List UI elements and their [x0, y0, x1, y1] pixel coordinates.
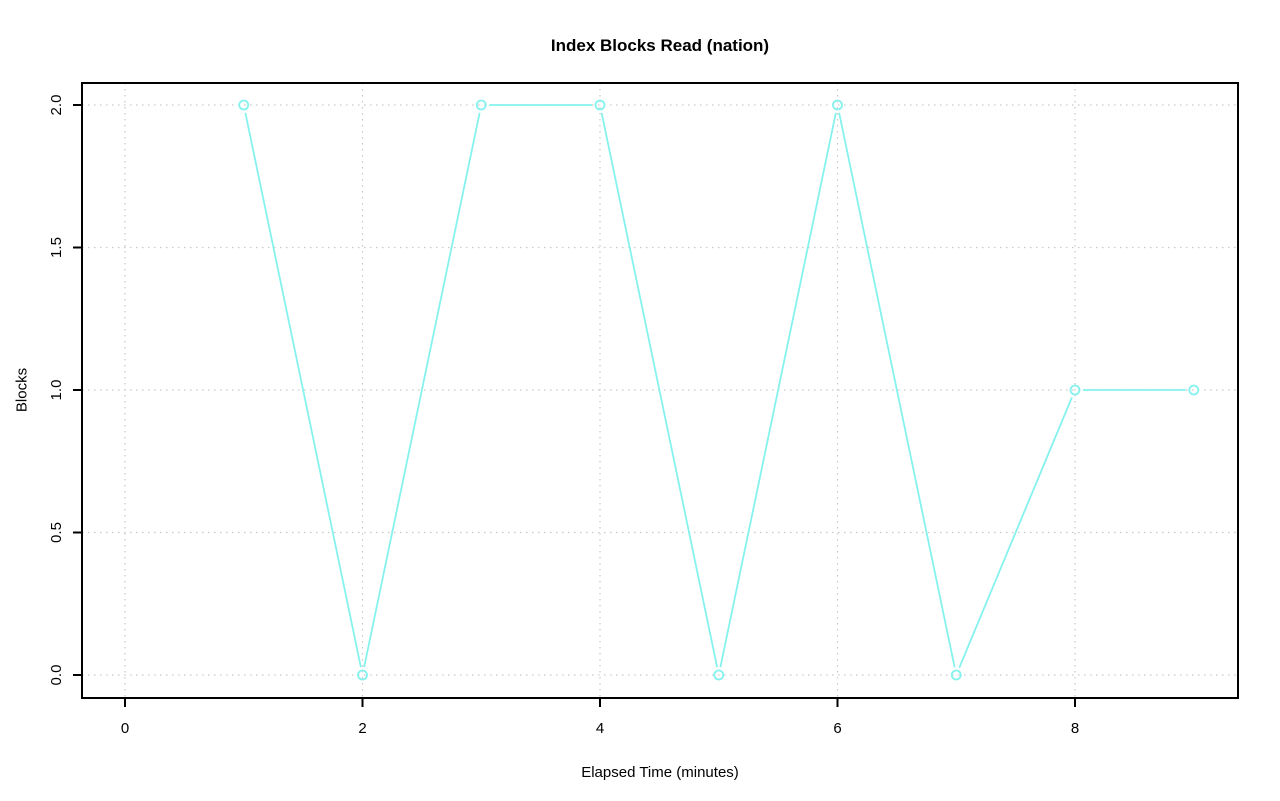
x-tick-label: 0 — [121, 720, 129, 737]
x-tick-label: 4 — [596, 720, 604, 737]
x-axis-label: Elapsed Time (minutes) — [581, 764, 739, 781]
series-segment — [244, 112, 362, 668]
gridlines — [82, 83, 1238, 698]
data-point — [238, 99, 250, 111]
data-point — [832, 99, 843, 111]
series-segment — [719, 112, 837, 668]
data-point — [1069, 384, 1081, 396]
data-point — [713, 669, 725, 681]
series-segment — [600, 112, 718, 668]
data-point — [1188, 384, 1200, 396]
x-tick-label: 2 — [358, 720, 366, 737]
data-point — [594, 99, 606, 111]
series-segment — [958, 397, 1073, 668]
y-tick-label: 2.0 — [48, 95, 65, 116]
data-point — [950, 669, 962, 681]
series-segment — [838, 112, 956, 668]
data-point — [357, 669, 368, 681]
y-axis-label: Blocks — [13, 367, 31, 413]
data-point — [475, 99, 487, 111]
series-segment — [363, 112, 481, 668]
series-nation — [238, 99, 1200, 681]
x-tick-label: 6 — [833, 720, 841, 737]
x-tick-label: 8 — [1071, 720, 1079, 737]
axis-ticks: 0 2 4 6 8 0.0 0.5 1.0 1.5 2.0 — [48, 95, 1079, 737]
y-tick-label: 1.5 — [48, 237, 65, 258]
chart-title: Index Blocks Read (nation) — [550, 36, 770, 55]
y-tick-label: 1.0 — [48, 380, 65, 401]
y-tick-label: 0.5 — [48, 522, 65, 543]
y-tick-label: 0.0 — [48, 665, 65, 686]
